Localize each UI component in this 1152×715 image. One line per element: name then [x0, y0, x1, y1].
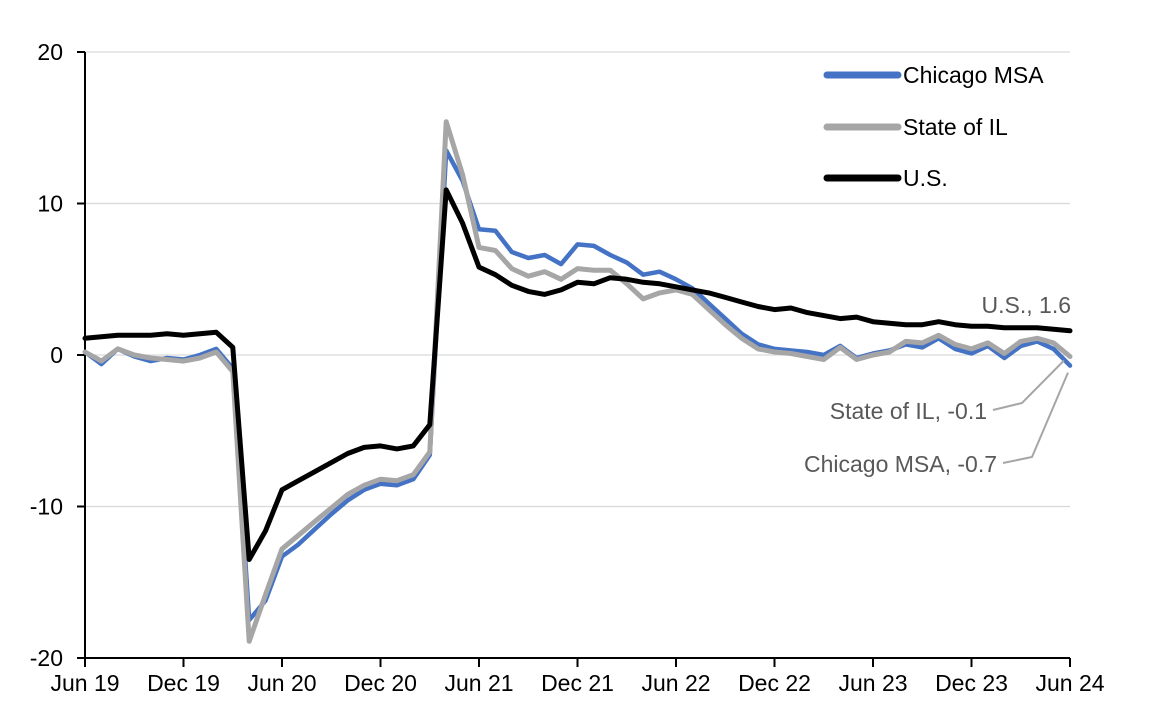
legend-item-us: U.S.: [823, 165, 948, 191]
x-tick-label: Dec 22: [738, 670, 811, 696]
legend-item-state-of-il: State of IL: [823, 114, 1008, 140]
leader-line-chicago-msa: [1002, 372, 1069, 464]
annotation-chicago-msa: Chicago MSA, -0.7: [804, 451, 997, 477]
y-tick-label: 0: [50, 342, 63, 368]
y-axis-tick-labels: 20 10 0 -10 -20: [30, 39, 63, 671]
x-tick-label: Dec 19: [147, 670, 220, 696]
x-tick-label: Dec 23: [935, 670, 1008, 696]
x-tick-label: Jun 19: [50, 670, 119, 696]
x-tick-label: Dec 21: [541, 670, 614, 696]
annotation-leader-lines: [992, 359, 1069, 464]
x-tick-label: Jun 24: [1035, 670, 1104, 696]
x-tick-label: Jun 21: [444, 670, 513, 696]
series-line-u-s-: [82, 187, 1073, 562]
y-tick-label: 10: [37, 191, 63, 217]
y-tick-label: -20: [30, 645, 63, 671]
y-tick-label: -10: [30, 494, 63, 520]
legend-item-chicago-msa: Chicago MSA: [823, 62, 1044, 88]
leader-line-state-of-il: [992, 359, 1065, 411]
legend-label-chicago-msa: Chicago MSA: [903, 62, 1044, 88]
annotation-us: U.S., 1.6: [982, 292, 1071, 318]
x-tick-label: Dec 20: [344, 670, 417, 696]
legend-label-state-of-il: State of IL: [903, 114, 1008, 140]
legend: Chicago MSA State of IL U.S.: [823, 62, 1044, 191]
x-axis-tick-labels: Jun 19 Dec 19 Jun 20 Dec 20 Jun 21 Dec 21 Jun …: [50, 670, 1104, 696]
series-lines: [82, 119, 1073, 644]
series-line-state-of-il: [82, 119, 1073, 644]
gridlines: [85, 51, 1070, 508]
y-tick-label: 20: [37, 39, 63, 65]
legend-label-us: U.S.: [903, 165, 948, 191]
x-tick-label: Jun 20: [247, 670, 316, 696]
x-tick-label: Jun 22: [641, 670, 710, 696]
annotation-state-of-il: State of IL, -0.1: [830, 398, 987, 424]
x-tick-label: Jun 23: [838, 670, 907, 696]
axes: [77, 51, 1071, 667]
